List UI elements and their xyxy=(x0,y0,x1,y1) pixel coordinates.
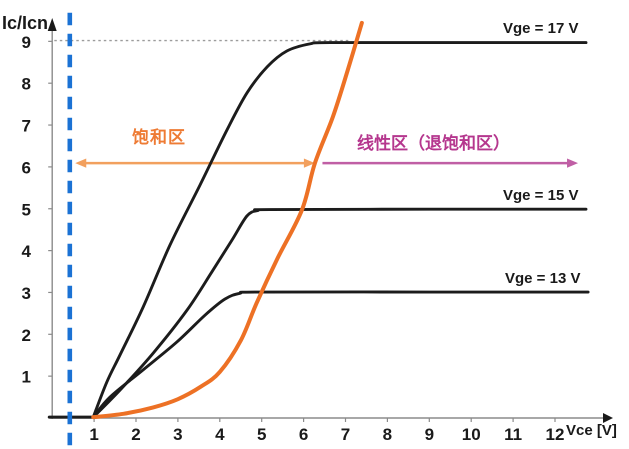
curve-label-vge-15v: Vge = 15 V xyxy=(503,187,579,204)
saturation-region-label: 饱和区 xyxy=(132,128,186,147)
linear-region-arrow-right-arrowhead xyxy=(567,158,579,168)
x-tick-label: 7 xyxy=(341,425,350,444)
y-tick-label: 1 xyxy=(22,368,31,387)
y-tick-label: 2 xyxy=(22,326,31,345)
y-axis-title: Ic/Icn xyxy=(2,13,49,33)
x-tick-label: 1 xyxy=(89,425,98,444)
x-tick-label: 11 xyxy=(504,425,522,444)
x-tick-label: 5 xyxy=(257,425,266,444)
x-axis-arrowhead xyxy=(603,413,613,423)
x-tick-label: 10 xyxy=(462,425,481,444)
curve-label-vge-13v: Vge = 13 V xyxy=(505,270,581,287)
y-tick-label: 8 xyxy=(22,75,31,94)
x-tick-label: 4 xyxy=(215,425,225,444)
curve-vge-13v xyxy=(91,290,590,419)
x-tick-label: 12 xyxy=(546,425,565,444)
curve-desaturation-boundary xyxy=(91,20,364,420)
saturation-region-arrow-right-arrowhead xyxy=(303,158,315,168)
y-tick-label: 4 xyxy=(22,242,32,261)
curve-vge-17v xyxy=(91,41,588,419)
y-tick-label: 7 xyxy=(22,117,31,136)
saturation-region-arrow-left-arrowhead xyxy=(75,158,87,168)
x-tick-label: 9 xyxy=(425,425,434,444)
y-axis-arrowhead xyxy=(47,18,57,31)
x-tick-label: 2 xyxy=(131,425,140,444)
curve-vge-15v xyxy=(91,207,588,419)
x-tick-label: 8 xyxy=(383,425,392,444)
y-tick-label: 9 xyxy=(22,33,31,52)
x-tick-label: 6 xyxy=(299,425,308,444)
x-axis-title: Vce [V] xyxy=(566,422,617,439)
linear-region-label: 线性区（退饱和区） xyxy=(357,134,510,153)
x-tick-label: 3 xyxy=(173,425,182,444)
curve-label-vge-17v: Vge = 17 V xyxy=(503,20,579,37)
y-tick-label: 6 xyxy=(22,158,31,177)
y-tick-label: 3 xyxy=(22,284,31,303)
y-tick-label: 5 xyxy=(22,200,31,219)
